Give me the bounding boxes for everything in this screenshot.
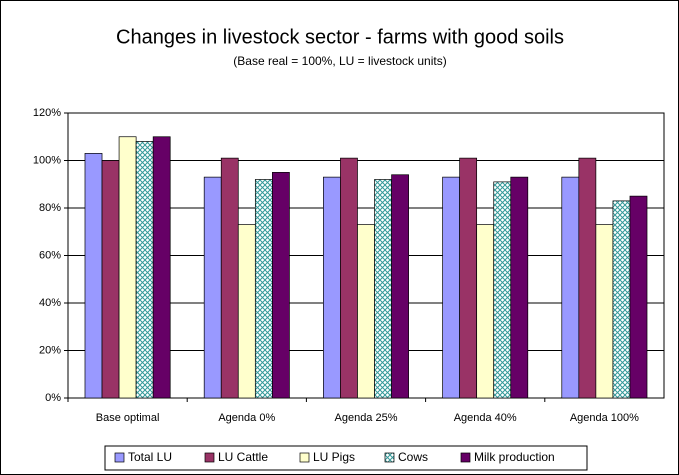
chart-title: Changes in livestock sector - farms with… bbox=[116, 26, 564, 48]
bar bbox=[135, 141, 154, 399]
legend-label: Cows bbox=[398, 450, 428, 464]
bar bbox=[357, 224, 375, 399]
bar bbox=[476, 224, 495, 399]
bar bbox=[561, 176, 580, 399]
bar bbox=[237, 224, 256, 399]
bar bbox=[272, 172, 290, 399]
bar bbox=[101, 160, 120, 399]
x-tick-label: Agenda 100% bbox=[570, 412, 639, 424]
bar bbox=[391, 174, 409, 399]
bar bbox=[152, 136, 171, 399]
legend-swatch bbox=[114, 452, 125, 463]
bar bbox=[629, 195, 648, 399]
bar bbox=[493, 181, 512, 399]
bar bbox=[374, 179, 392, 399]
bar bbox=[510, 176, 529, 399]
legend-label: Milk production bbox=[474, 450, 555, 464]
y-tick-label: 80% bbox=[39, 202, 61, 214]
legend-swatch bbox=[299, 452, 310, 463]
bar bbox=[254, 179, 273, 399]
y-tick-label: 40% bbox=[39, 297, 61, 309]
legend-label: Total LU bbox=[128, 450, 172, 464]
legend-label: LU Pigs bbox=[313, 450, 355, 464]
y-tick-label: 20% bbox=[39, 344, 61, 356]
bar bbox=[118, 136, 137, 399]
legend-swatch bbox=[384, 452, 395, 463]
legend-swatch bbox=[204, 452, 215, 463]
bar bbox=[595, 224, 614, 399]
x-tick-label: Agenda 0% bbox=[218, 412, 275, 424]
x-tick-label: Agenda 40% bbox=[454, 412, 517, 424]
bar bbox=[459, 157, 478, 399]
y-tick-label: 100% bbox=[33, 154, 61, 166]
y-tick-label: 0% bbox=[45, 392, 61, 404]
bar bbox=[203, 176, 222, 399]
bar bbox=[220, 157, 239, 399]
bar bbox=[612, 200, 631, 399]
chart-subtitle: (Base real = 100%, LU = livestock units) bbox=[233, 54, 446, 68]
legend bbox=[104, 445, 588, 471]
x-tick-label: Base optimal bbox=[96, 412, 160, 424]
legend-label: LU Cattle bbox=[218, 450, 268, 464]
bar bbox=[323, 176, 341, 399]
y-tick-label: 120% bbox=[33, 107, 61, 119]
bar bbox=[84, 153, 103, 399]
x-tick-label: Agenda 25% bbox=[335, 412, 398, 424]
bar bbox=[578, 157, 597, 399]
y-tick-label: 60% bbox=[39, 249, 61, 261]
bar bbox=[442, 176, 460, 399]
bar bbox=[340, 157, 358, 399]
legend-swatch bbox=[460, 452, 471, 463]
